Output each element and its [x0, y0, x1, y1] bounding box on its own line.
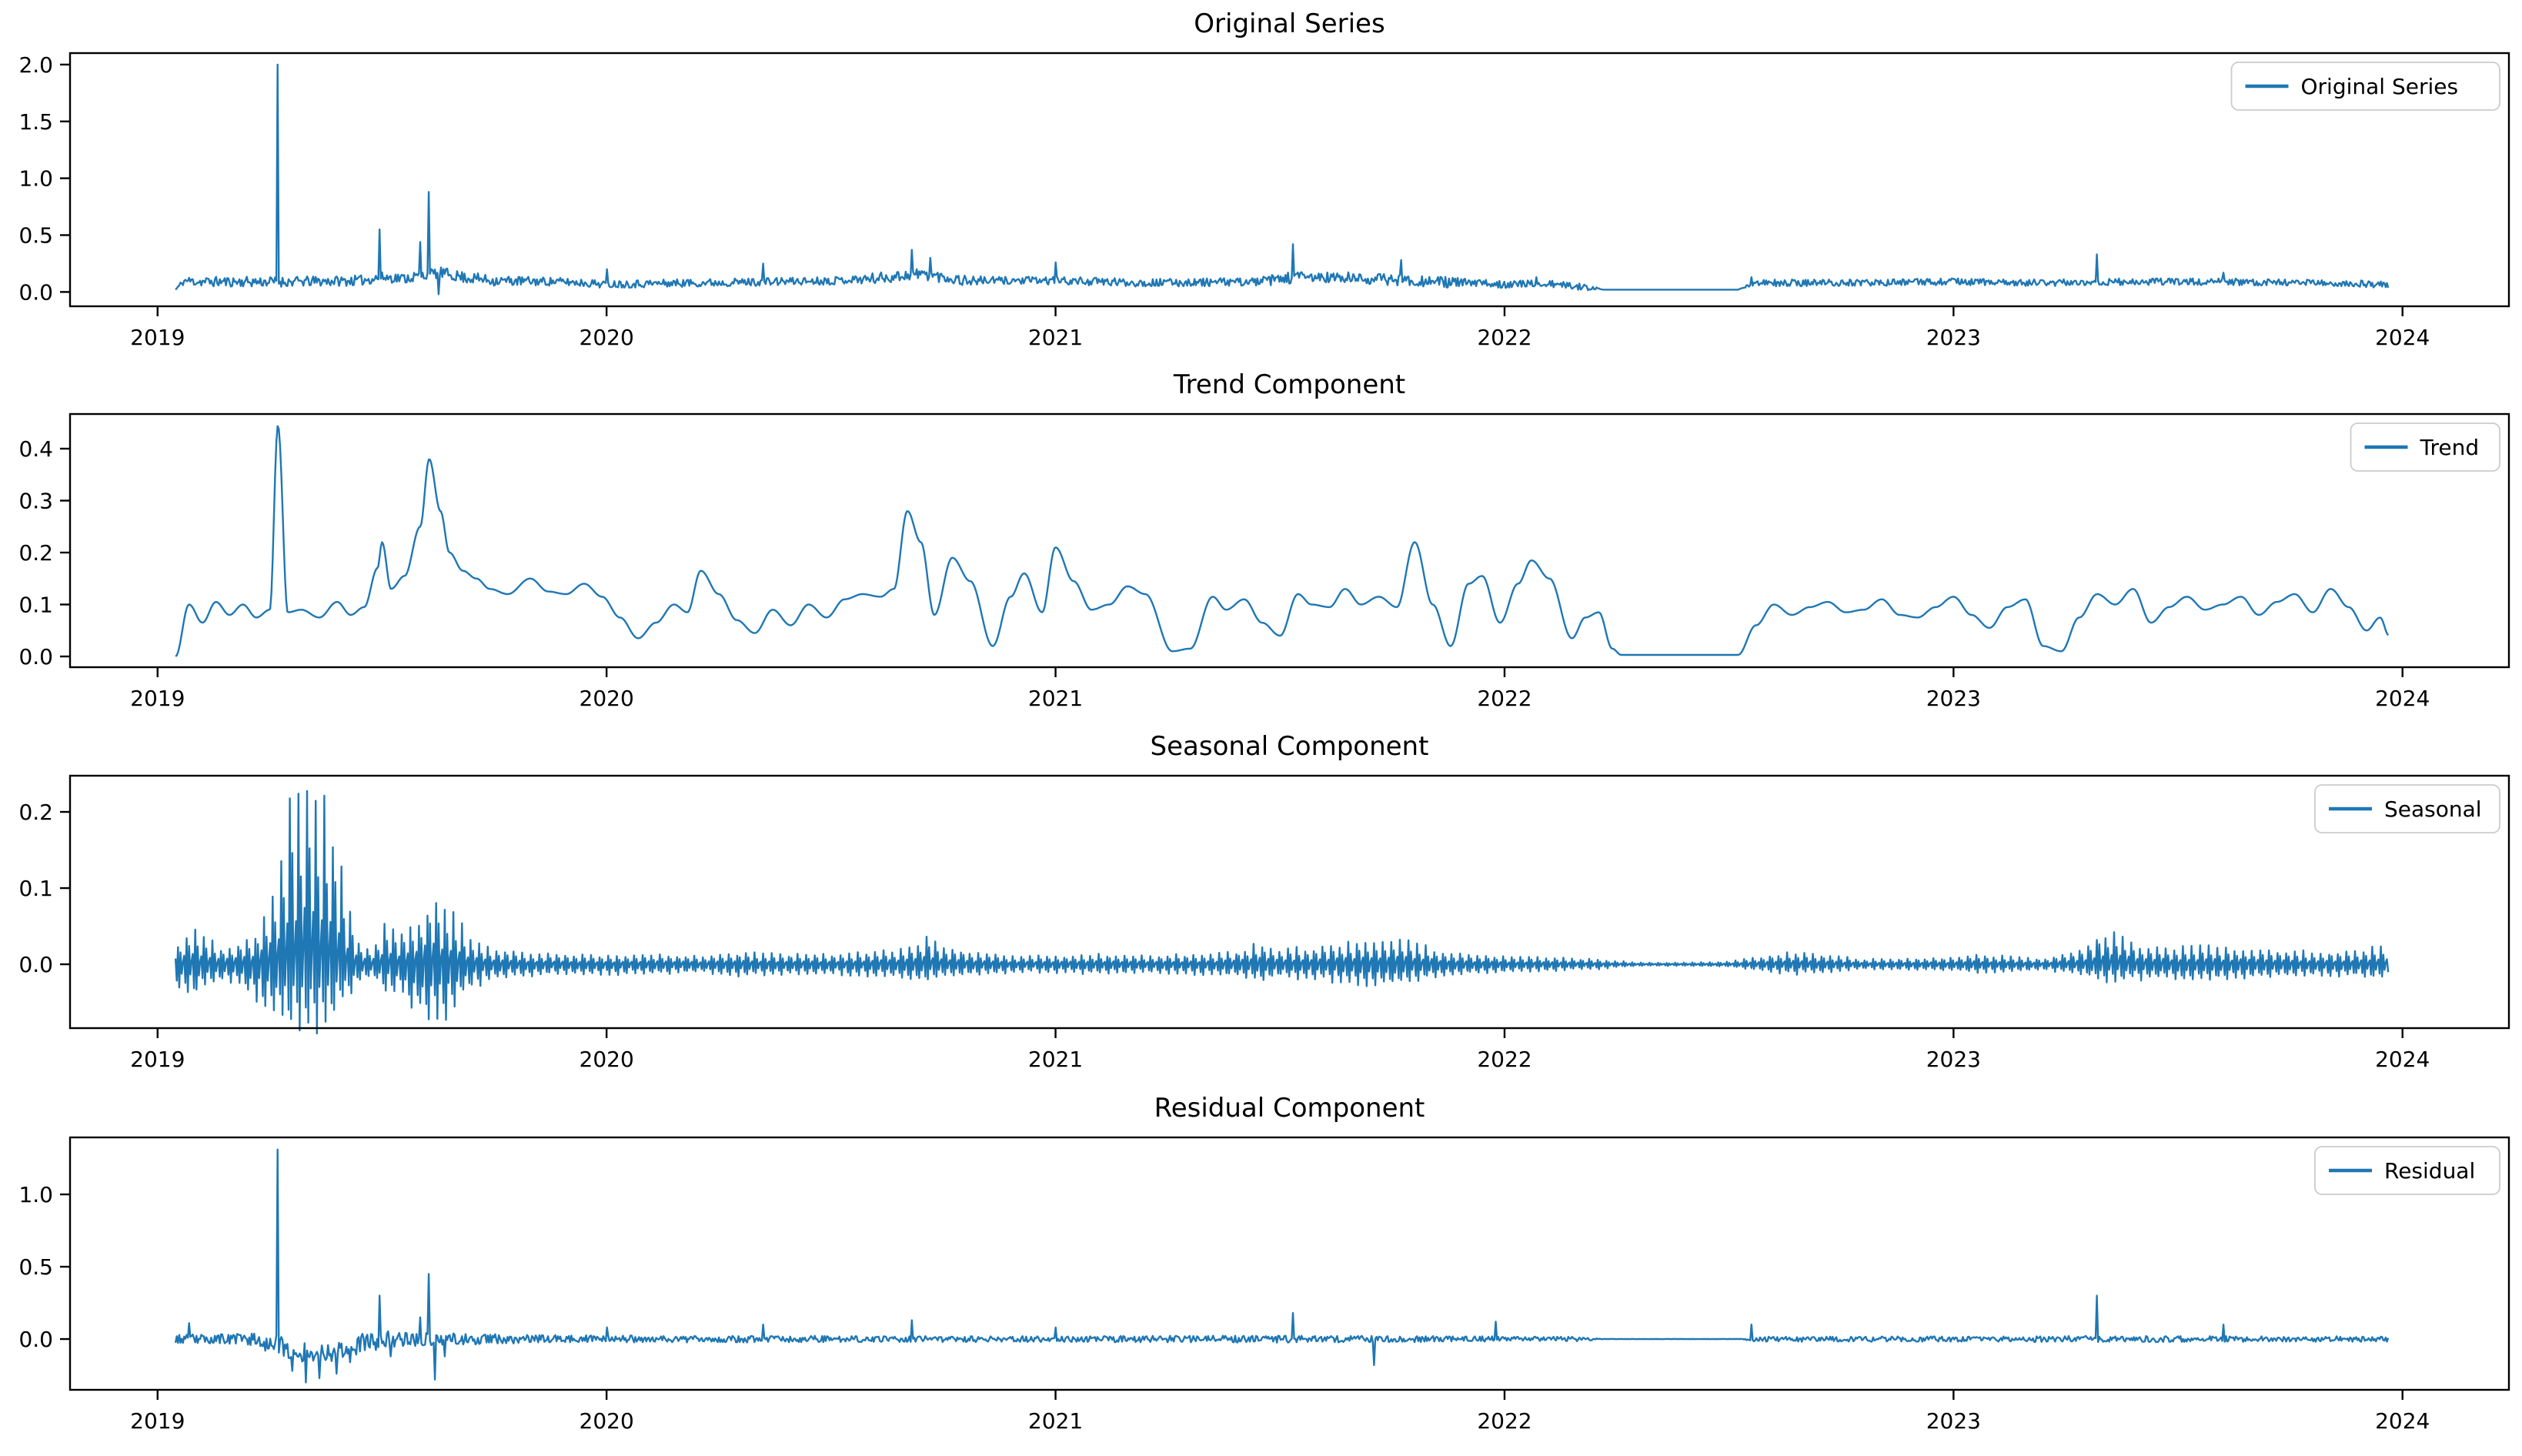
y-tick-label: 0.0: [18, 644, 53, 670]
legend: Trend: [2350, 422, 2500, 472]
legend-box: [2314, 1146, 2500, 1195]
x-tick-label: 2024: [2375, 1408, 2430, 1434]
x-tick-label: 2019: [130, 1047, 185, 1072]
y-tick-label: 2.0: [18, 52, 53, 78]
x-tick-label: 2024: [2375, 325, 2430, 350]
x-tick-label: 2022: [1477, 686, 1532, 711]
x-tick-label: 2019: [130, 1408, 185, 1434]
subplot-seasonal-component: Seasonal Component 2019 2020 2021 2022 2023 20…: [18, 731, 2510, 1072]
legend-label: Seasonal: [2384, 796, 2482, 822]
legend-box: [2230, 62, 2500, 111]
y-tick-label: 1.5: [18, 109, 53, 135]
subplot-residual-component: Residual Component 2019 2020 2021 2022 2023 20…: [18, 1093, 2510, 1434]
legend-box: [2314, 784, 2500, 833]
series-line: [174, 790, 2390, 1035]
x-tick-label: 2021: [1028, 325, 1083, 350]
x-tick-label: 2021: [1028, 686, 1083, 711]
x-tick-label: 2020: [580, 686, 634, 711]
axes-frame: [68, 1136, 2510, 1391]
x-tick-label: 2020: [580, 1047, 634, 1072]
legend-label: Residual: [2384, 1158, 2475, 1184]
legend-label: Original Series: [2301, 74, 2459, 99]
axes-frame: [68, 774, 2510, 1030]
axes-frame: [68, 412, 2510, 669]
plot-title: Original Series: [1194, 8, 1385, 39]
x-tick-label: 2024: [2375, 1047, 2430, 1072]
y-tick-label: 0.5: [18, 1254, 53, 1280]
y-tick-label: 0.1: [18, 593, 53, 618]
x-tick-label: 2024: [2375, 686, 2430, 711]
legend-label: Trend: [2420, 435, 2480, 460]
plot-title: Seasonal Component: [1151, 731, 1429, 762]
x-tick-label: 2022: [1477, 1047, 1532, 1072]
x-tick-label: 2021: [1028, 1408, 1083, 1434]
x-tick-label: 2022: [1477, 325, 1532, 350]
y-tick-label: 1.0: [18, 166, 53, 192]
series-line: [175, 63, 2390, 296]
axes-frame: [68, 52, 2510, 308]
x-tick-label: 2022: [1477, 1408, 1532, 1434]
plot-title: Trend Component: [1173, 369, 1405, 400]
x-tick-label: 2021: [1028, 1047, 1083, 1072]
y-tick-label: 0.2: [18, 800, 53, 825]
x-tick-label: 2023: [1926, 1047, 1981, 1072]
y-tick-label: 0.5: [18, 223, 53, 249]
legend: Seasonal: [2314, 784, 2500, 833]
x-tick-label: 2020: [580, 325, 634, 350]
plot-title: Residual Component: [1154, 1093, 1425, 1124]
subplot-trend-component: Trend Component 2019 2020 2021 2022 2023 2024 0…: [18, 369, 2510, 711]
y-tick-label: 0.3: [18, 489, 53, 514]
x-tick-label: 2023: [1926, 325, 1981, 350]
y-tick-label: 0.4: [18, 436, 53, 462]
y-tick-label: 1.0: [18, 1182, 53, 1207]
y-tick-label: 0.0: [18, 952, 53, 977]
x-tick-label: 2020: [580, 1408, 634, 1434]
y-tick-label: 0.0: [18, 1327, 53, 1352]
series-line: [174, 1148, 2390, 1384]
legend-box: [2350, 422, 2500, 472]
x-tick-label: 2023: [1926, 1408, 1981, 1434]
x-tick-label: 2019: [130, 325, 185, 350]
y-tick-label: 0.1: [18, 876, 53, 901]
x-tick-label: 2019: [130, 686, 185, 711]
legend: Residual: [2314, 1146, 2500, 1195]
y-tick-label: 0.2: [18, 540, 53, 566]
y-tick-label: 0.0: [18, 279, 53, 305]
subplot-original-series: Original Series 2019 2020 2021 2022 2023 2024 0…: [18, 8, 2510, 350]
x-tick-label: 2023: [1926, 686, 1981, 711]
legend: Original Series: [2230, 62, 2500, 111]
series-line: [175, 425, 2390, 657]
